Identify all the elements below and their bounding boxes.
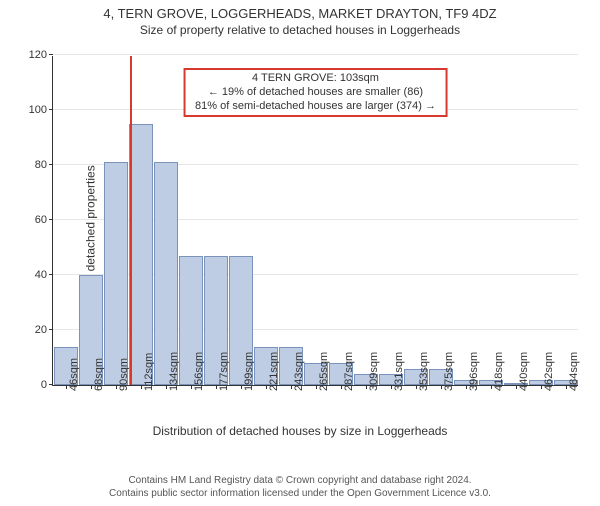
bar: [104, 162, 128, 385]
x-tick-mark: [291, 385, 292, 389]
footer-line2: Contains public sector information licen…: [0, 487, 600, 500]
y-tick-mark: [49, 219, 53, 220]
footer-attribution: Contains HM Land Registry data © Crown c…: [0, 474, 600, 500]
annotation-line2: ← 19% of detached houses are smaller (86…: [208, 86, 423, 98]
x-tick-mark: [166, 385, 167, 389]
x-tick-mark: [66, 385, 67, 389]
x-tick-label: 287sqm: [343, 352, 355, 391]
x-tick-mark: [366, 385, 367, 389]
y-tick-mark: [49, 384, 53, 385]
annotation-box: 4 TERN GROVE: 103sqm ← 19% of detached h…: [183, 68, 448, 117]
x-tick-label: 375sqm: [443, 352, 455, 391]
y-tick-mark: [49, 274, 53, 275]
x-tick-mark: [191, 385, 192, 389]
annotation-line1: 4 TERN GROVE: 103sqm: [252, 72, 379, 84]
x-axis-label: Distribution of detached houses by size …: [0, 424, 600, 438]
annotation-line3: 81% of semi-detached houses are larger (…: [195, 100, 436, 112]
y-tick-label: 40: [35, 269, 47, 281]
y-tick-label: 80: [35, 159, 47, 171]
x-tick-mark: [241, 385, 242, 389]
marker-line: [130, 56, 132, 385]
chart-subtitle: Size of property relative to detached ho…: [0, 23, 600, 37]
x-tick-label: 309sqm: [368, 352, 380, 391]
x-tick-label: 418sqm: [493, 352, 505, 391]
x-tick-label: 462sqm: [543, 352, 555, 391]
y-tick-mark: [49, 164, 53, 165]
x-tick-mark: [341, 385, 342, 389]
x-tick-mark: [216, 385, 217, 389]
x-tick-mark: [266, 385, 267, 389]
y-tick-mark: [49, 54, 53, 55]
x-tick-mark: [116, 385, 117, 389]
y-tick-label: 0: [41, 379, 47, 391]
chart-container: Number of detached properties 4 TERN GRO…: [0, 50, 600, 446]
x-tick-mark: [316, 385, 317, 389]
x-tick-mark: [91, 385, 92, 389]
x-tick-label: 440sqm: [518, 352, 530, 391]
x-tick-mark: [391, 385, 392, 389]
x-tick-label: 484sqm: [568, 352, 580, 391]
footer-line1: Contains HM Land Registry data © Crown c…: [0, 474, 600, 487]
y-tick-label: 120: [29, 49, 47, 61]
gridline: [53, 54, 578, 55]
x-tick-mark: [141, 385, 142, 389]
y-tick-label: 100: [29, 104, 47, 116]
y-tick-mark: [49, 329, 53, 330]
chart-title: 4, TERN GROVE, LOGGERHEADS, MARKET DRAYT…: [0, 6, 600, 21]
y-tick-label: 20: [35, 324, 47, 336]
x-tick-label: 396sqm: [468, 352, 480, 391]
y-tick-mark: [49, 109, 53, 110]
y-tick-label: 60: [35, 214, 47, 226]
plot-area: 4 TERN GROVE: 103sqm ← 19% of detached h…: [52, 56, 578, 386]
